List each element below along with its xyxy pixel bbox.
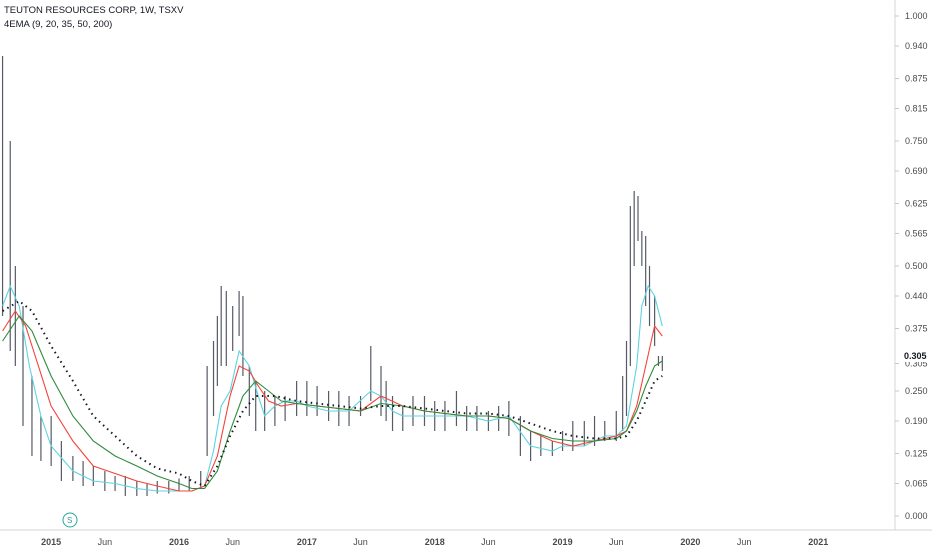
time-axis[interactable]: 2015 Jun 2016 Jun 2017 Jun 2018 Jun 2019 Jun 2020 J… [41,537,828,547]
x-tick-label: 2021 [808,537,828,547]
ema-line-ema-9 [2,284,663,492]
x-tick-label: 2019 [553,537,573,547]
y-tick-label: 0.305 [905,359,928,369]
ema-line-ema-35 [2,315,663,490]
x-tick-label: 2016 [169,537,189,547]
x-tick-label: 2015 [41,537,61,547]
price-axis[interactable]: 1.000 0.940 0.875 0.815 0.750 0.690 0.625 0.565… [895,11,928,521]
price-bars [1,56,663,496]
x-tick-label: 2017 [297,537,317,547]
chart-legend: TEUTON RESOURCES CORP, 1W, TSXV 4EMA (9,… [4,4,183,32]
last-price-value: 0.305 [904,351,927,361]
y-tick-label: 0.375 [905,324,928,334]
y-tick-label: 0.065 [905,479,928,489]
ema-line-ema-200 [2,299,663,488]
y-tick-label: 0.565 [905,229,928,239]
x-tick-label: Jun [225,537,240,547]
y-tick-label: 0.440 [905,291,928,301]
y-tick-label: 0.000 [905,511,928,521]
y-tick-label: 0.250 [905,386,928,396]
y-tick-label: 0.625 [905,199,928,209]
y-tick-label: 0.125 [905,449,928,459]
x-tick-label: Jun [98,537,113,547]
y-tick-label: 0.190 [905,416,928,426]
y-tick-label: 0.500 [905,261,928,271]
y-tick-label: 0.940 [905,41,928,51]
y-tick-label: 0.815 [905,104,928,114]
y-tick-label: 0.750 [905,136,928,146]
x-tick-label: 2018 [425,537,445,547]
x-tick-label: Jun [353,537,368,547]
indicator-title[interactable]: 4EMA (9, 20, 35, 50, 200) [4,19,113,30]
last-price-badge: 0.305 [896,349,928,362]
y-tick-label: 0.690 [905,166,928,176]
y-tick-label: 0.875 [905,74,928,84]
x-tick-label: 2020 [680,537,700,547]
split-event-label: S [67,516,72,525]
ema-line-ema-20 [2,310,663,492]
y-tick-label: 1.000 [905,11,928,21]
symbol-title[interactable]: TEUTON RESOURCES CORP, 1W, TSXV [4,5,184,16]
ema-lines [2,284,663,492]
x-tick-label: Jun [737,537,752,547]
x-tick-label: Jun [609,537,624,547]
x-tick-label: Jun [481,537,496,547]
split-event-marker[interactable]: S [62,512,78,528]
